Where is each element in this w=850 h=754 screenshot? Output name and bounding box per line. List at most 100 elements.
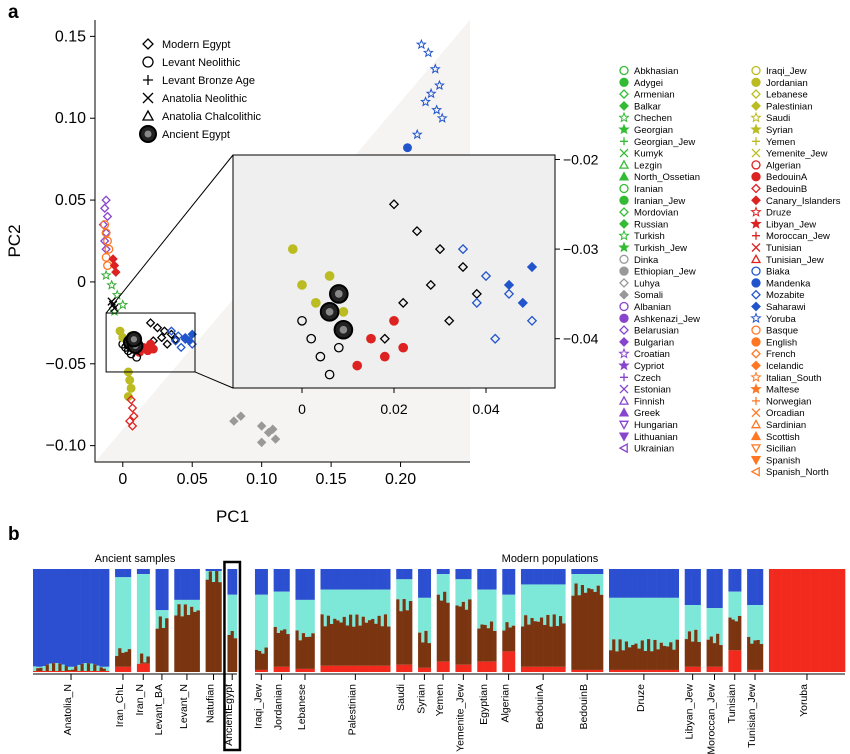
population-label: Druze bbox=[766, 208, 791, 219]
admixture-bar-segment bbox=[33, 670, 37, 672]
admixture-bar-segment bbox=[371, 665, 375, 672]
population-label: Yoruba bbox=[766, 314, 796, 325]
admixture-bar-segment bbox=[186, 599, 191, 615]
admixture-bar-segment bbox=[621, 650, 626, 670]
admixture-bar-segment bbox=[36, 569, 40, 667]
admixture-bar-segment bbox=[716, 666, 720, 672]
admixture-bar-segment bbox=[621, 569, 626, 598]
admixture-bar-segment bbox=[666, 646, 670, 670]
admixture-bar-segment bbox=[349, 569, 353, 590]
admixture-bar-segment bbox=[377, 665, 382, 672]
admixture-bar-segment bbox=[39, 670, 43, 672]
admixture-bar-segment bbox=[136, 574, 141, 664]
admixture-bar-segment bbox=[115, 666, 119, 672]
admixture-bar-segment bbox=[339, 569, 343, 590]
admixture-bar-segment bbox=[364, 589, 369, 623]
admixture-bar-segment bbox=[728, 650, 732, 672]
admixture-bar-segment bbox=[659, 569, 664, 598]
admixture-bar-segment bbox=[342, 589, 347, 617]
admixture-bar-segment bbox=[190, 599, 194, 607]
admixture-bar-segment bbox=[599, 594, 604, 670]
admixture-bar-segment bbox=[279, 630, 284, 667]
admixture-bar-segment bbox=[615, 669, 619, 672]
admixture-bar-segment bbox=[161, 610, 166, 629]
group-label: Tunisian bbox=[726, 684, 738, 723]
admixture-bar-segment bbox=[55, 663, 59, 672]
group-label: Iran_N bbox=[134, 684, 146, 716]
admixture-bar-segment bbox=[612, 669, 616, 672]
population-marker bbox=[751, 148, 761, 158]
admixture-bar-segment bbox=[549, 626, 553, 667]
admixture-bar-segment bbox=[352, 589, 356, 627]
admixture-bar-segment bbox=[621, 669, 626, 672]
admixture-bar-segment bbox=[555, 584, 560, 627]
population-label: Adygei bbox=[634, 78, 663, 89]
admixture-bar-segment bbox=[121, 569, 125, 578]
admixture-bar-segment bbox=[326, 589, 331, 616]
admixture-bar-segment bbox=[527, 569, 531, 585]
admixture-bar-segment bbox=[323, 589, 328, 627]
admixture-bar-segment bbox=[323, 626, 328, 666]
admixture-bar-segment bbox=[558, 584, 563, 617]
admixture-bar-segment bbox=[637, 648, 641, 670]
population-marker bbox=[750, 383, 762, 394]
admixture-bar-segment bbox=[747, 636, 751, 670]
admixture-bar-segment bbox=[146, 663, 150, 672]
population-marker bbox=[751, 278, 761, 288]
population-label: Orcadian bbox=[766, 408, 805, 419]
admixture-bar-segment bbox=[355, 614, 359, 666]
inset-y-tick-label: −0.04 bbox=[563, 331, 599, 347]
admixture-bar-segment bbox=[180, 599, 185, 617]
admixture-bar-segment bbox=[77, 569, 81, 665]
admixture-bar-segment bbox=[326, 615, 331, 666]
population-marker bbox=[620, 373, 628, 382]
population-marker bbox=[618, 229, 630, 241]
admixture-bar-segment bbox=[461, 579, 466, 602]
y-tick-label: −0.10 bbox=[46, 438, 87, 455]
admixture-bar-segment bbox=[136, 569, 141, 575]
admixture-bar-segment bbox=[650, 669, 654, 672]
admixture-bar-segment bbox=[458, 569, 463, 580]
admixture-bar-segment bbox=[819, 569, 824, 672]
admixture-bar-segment bbox=[750, 569, 754, 606]
admixture-bar-segment bbox=[67, 569, 72, 667]
admixture-bar-segment bbox=[45, 569, 50, 665]
admixture-bar-segment bbox=[146, 574, 150, 657]
admixture-bar-segment bbox=[546, 666, 550, 672]
admixture-bar-segment bbox=[590, 589, 594, 670]
admixture-bar-segment bbox=[562, 584, 566, 624]
population-label: Ashkenazi_Jew bbox=[634, 314, 700, 325]
population-marker bbox=[751, 337, 761, 347]
admixture-bar-segment bbox=[750, 669, 754, 672]
admixture-bar-segment bbox=[264, 647, 268, 670]
admixture-bar-segment bbox=[215, 569, 219, 572]
admixture-bar-segment bbox=[750, 605, 754, 644]
admixture-bar-segment bbox=[543, 666, 547, 672]
admixture-bar-segment bbox=[64, 569, 69, 667]
admixture-bar-segment bbox=[832, 569, 836, 672]
data-point bbox=[429, 63, 441, 74]
population-label: Albanian bbox=[634, 302, 671, 313]
admixture-bar-segment bbox=[258, 594, 262, 652]
data-point bbox=[127, 421, 138, 431]
data-point bbox=[431, 104, 443, 115]
admixture-bar-segment bbox=[756, 605, 761, 640]
x-tick-label: 0.05 bbox=[177, 471, 208, 488]
admixture-bar-segment bbox=[656, 597, 661, 650]
admixture-bar-segment bbox=[571, 569, 575, 575]
admixture-bar-segment bbox=[424, 597, 428, 631]
admixture-bar-segment bbox=[486, 589, 491, 629]
group-label: Iran_ChL bbox=[114, 684, 126, 727]
population-label: Moroccan_Jew bbox=[766, 231, 830, 242]
admixture-bar-segment bbox=[421, 597, 425, 643]
data-point bbox=[159, 326, 170, 336]
admixture-bar-segment bbox=[511, 651, 516, 672]
admixture-bar-segment bbox=[124, 577, 129, 652]
admixture-bar-segment bbox=[301, 633, 306, 669]
admixture-bar-segment bbox=[399, 611, 403, 665]
admixture-bar-segment bbox=[155, 569, 160, 611]
admixture-bar-segment bbox=[93, 569, 97, 665]
admixture-bar-segment bbox=[115, 577, 119, 657]
admixture-bar-segment bbox=[339, 665, 343, 672]
admixture-bar-segment bbox=[276, 666, 281, 672]
